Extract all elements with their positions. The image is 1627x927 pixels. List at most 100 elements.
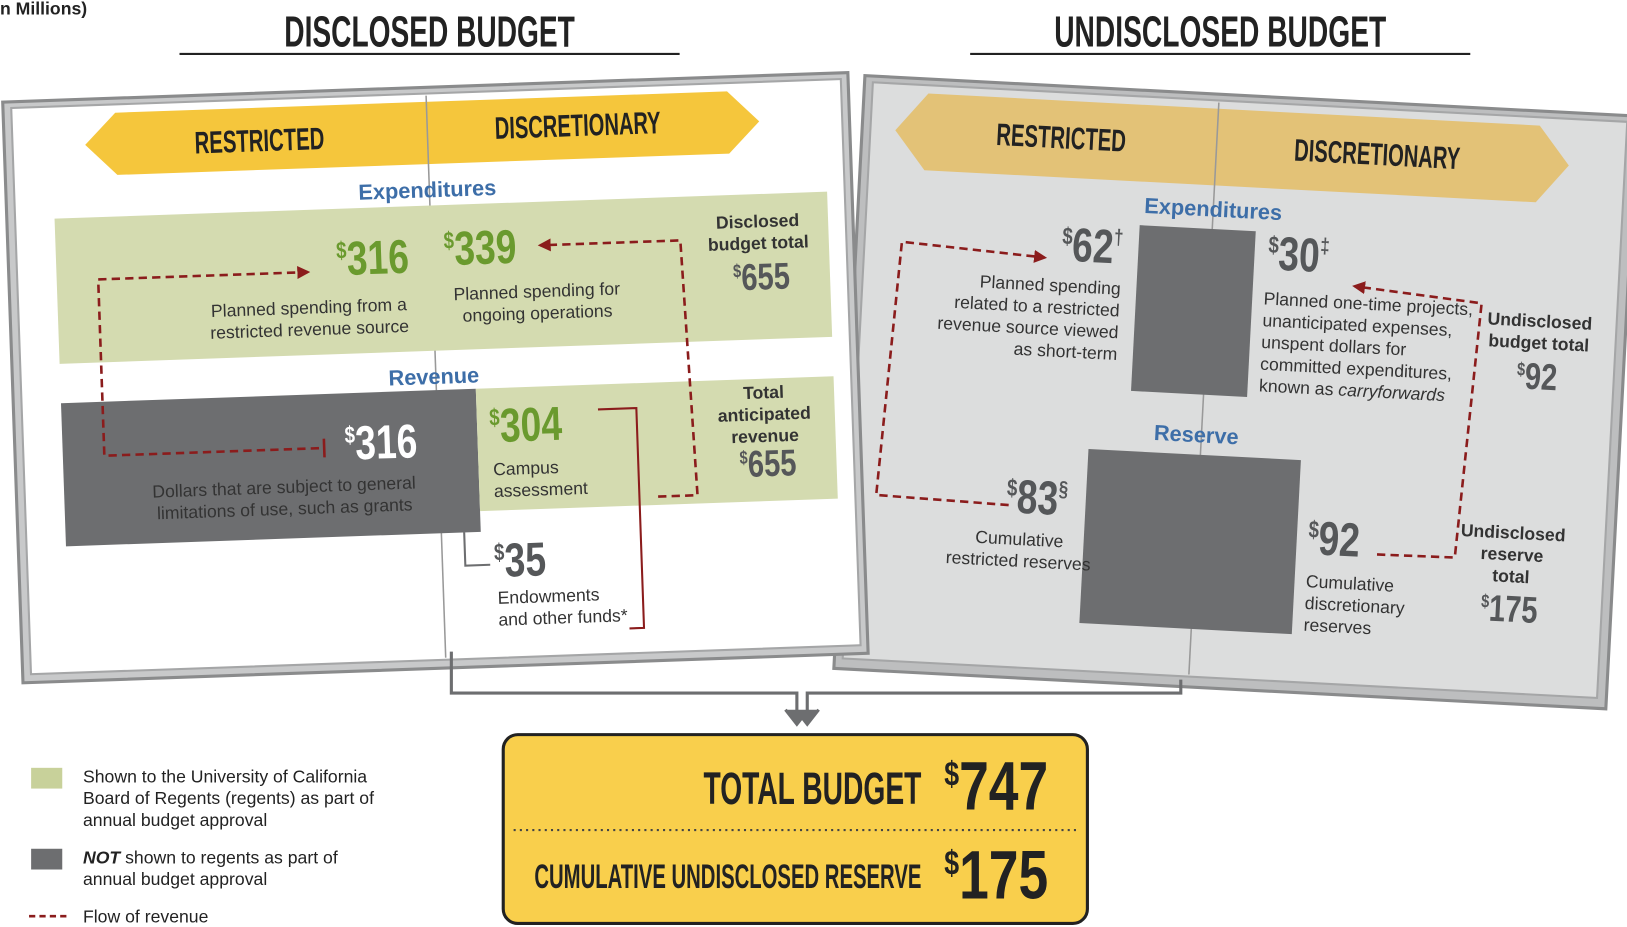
green-band [475,376,838,512]
amount: $175 [1480,588,1539,632]
amount: $83§ [1005,470,1069,527]
amount-note: † [1113,226,1124,250]
connector [449,651,799,714]
amount: $339 [443,220,517,276]
heading: Revenue [388,362,480,390]
connector-arrow [784,708,820,727]
description: reserves [1303,615,1372,639]
legend-text: Shown to the University of California [83,766,367,786]
amount-symbol: $ [1268,231,1280,258]
legend-swatch [31,848,63,870]
emphasis: NOT [83,847,121,867]
amount-value: 83 [1016,470,1060,526]
legend-text: Board of Regents (regents) as part of [83,788,374,808]
bracket [463,532,491,567]
disclosed-book: RESTRICTED DISCRETIONARYExpenditures$316P… [1,70,870,685]
amount-value: 304 [499,397,563,453]
heading: Expenditures [358,175,497,205]
amount-symbol: $ [443,227,454,254]
amount-symbol: $ [1481,590,1491,612]
legend-line: shown to regents as part of [120,847,338,867]
amount-value: 92 [1524,356,1559,399]
heading: RESTRICTED [995,117,1126,159]
flow-line [537,238,699,498]
banner [895,93,1569,203]
amount: $747 [944,748,1048,825]
heading: DISCRETIONARY [1293,133,1461,177]
heading: RESTRICTED [194,121,325,161]
expenditure-block [1131,225,1256,398]
amount-value: 339 [453,220,517,276]
heading: UNDISCLOSED BUDGET [1054,9,1386,57]
amount-value: 62 [1071,219,1115,275]
legend-text: NOT shown to regents as part of [83,847,338,867]
flow-line [96,265,320,458]
units: n Millions) [0,0,87,19]
description: assessment [494,478,589,501]
amount-symbol: $ [739,447,748,468]
description: Endowments [497,584,600,608]
connector [805,679,1183,714]
amount: $304 [489,397,563,453]
undisclosed-book: RESTRICTED DISCRETIONARYExpenditures$62†P… [832,74,1627,711]
amount-value: 92 [1317,512,1361,568]
amount-value: 316 [346,230,410,286]
description: Cumulative [975,527,1064,552]
legend-text: Flow of revenue [83,906,209,926]
amount: $92 [1516,356,1559,399]
total-label: revenue [731,425,799,447]
flow-line [874,240,1048,507]
description: Campus [493,457,559,479]
amount-value: 655 [747,443,797,486]
amount: $30‡ [1267,227,1331,284]
amount: $316 [336,230,410,286]
amount: $175 [944,837,1048,914]
banner [85,91,760,175]
reserve-block [1079,448,1301,635]
amount-value: 655 [741,256,791,299]
amount-value: 175 [959,837,1048,914]
legend-text: annual budget approval [83,869,267,889]
amount: $92 [1307,512,1361,568]
spine [425,95,447,658]
amount-symbol: $ [489,404,500,431]
amount-symbol: $ [1062,223,1074,250]
heading: TOTAL BUDGET [703,763,921,814]
heading: Reserve [1153,420,1239,449]
amount: $655 [739,443,797,486]
total-label: reserve [1480,543,1544,566]
amount-value: 35 [504,533,547,588]
amount-symbol: $ [944,843,959,882]
amount-value: 175 [1488,588,1539,632]
heading: CUMULATIVE UNDISCLOSED RESERVE [534,858,921,896]
amount-symbol: $ [1308,516,1320,543]
green-band [54,191,833,364]
total-label: Total [743,382,784,403]
amount-symbol: $ [493,539,504,566]
amount: $35 [493,533,547,588]
legend-text: annual budget approval [83,810,267,830]
total-label: budget total [708,231,809,255]
flow-end [322,438,326,458]
total-label: total [1492,565,1530,587]
heading: DISCLOSED BUDGET [284,9,575,57]
amount-symbol: $ [733,260,742,281]
amount: $655 [733,256,791,299]
amount-value: 747 [959,748,1048,825]
amount-symbol: $ [944,754,959,793]
gray-band [60,388,481,547]
total-label: anticipated [717,403,811,426]
amount: $62† [1061,218,1125,275]
amount-symbol: $ [1517,358,1527,380]
amount-note: ‡ [1320,235,1331,259]
amount-symbol: $ [336,237,347,264]
heading: DISCRETIONARY [494,105,661,146]
bracket [597,406,646,630]
legend-swatch [31,767,63,789]
amount: $316 [344,415,418,471]
description: and other funds* [498,605,628,630]
flow-line [1352,281,1484,559]
